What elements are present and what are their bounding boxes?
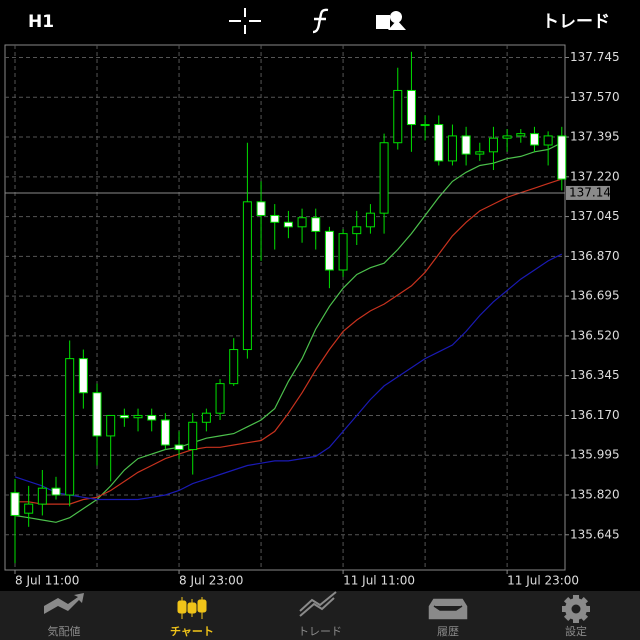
candle-body [256,201,266,216]
chart: 137.745 137.570 137.395 137.220 137.045 136.8… [5,45,620,588]
current-price-label: 137.149 [569,185,619,199]
candle-body [557,135,567,180]
x-tick-label: 8 Jul 11:00 [15,574,79,588]
candle-body [475,151,485,155]
tab-label: トレード [298,625,342,638]
tab-icon [562,595,590,623]
candle-body [133,414,143,419]
x-tick-label: 11 Jul 11:00 [343,574,415,588]
candle-body [447,135,457,162]
candle-body [229,349,239,385]
y-tick-label: 136.695 [570,289,620,303]
tab-item[interactable]: トレード [298,591,342,638]
y-tick-label: 137.395 [570,130,620,144]
candle-body [324,230,334,271]
current-price-tag [566,185,610,200]
y-tick-label: 135.645 [570,527,620,541]
tab-icon [299,591,337,617]
candle-body [543,135,553,146]
y-tick-label: 137.220 [570,169,620,183]
moving-average-line [15,178,562,505]
y-tick-label: 136.870 [570,249,620,263]
candle-body [37,487,47,505]
moving-average-line [14,253,563,501]
y-tick-label: 136.520 [570,328,620,342]
tab-label: 気配値 [48,624,81,638]
candle-body [338,233,348,271]
candle-body [65,358,75,496]
candle-body [516,133,526,137]
candle-body [283,221,293,228]
objects-icon[interactable] [376,11,406,30]
candle-body [106,414,116,437]
tab-label: 設定 [565,624,587,638]
tab-item[interactable]: 設定 [562,595,590,638]
candle-body [365,212,375,228]
candle-body [174,444,184,451]
candle-body [92,392,102,437]
candle-body [78,358,88,394]
y-tick-label: 135.820 [570,488,620,502]
candle-body [201,412,211,423]
candle-body [10,492,20,516]
candle-body [51,487,61,496]
candle-body [434,124,444,162]
candle-body [420,124,430,127]
candle-body [406,89,416,126]
y-tick-label: 137.570 [570,90,620,104]
crosshair-icon[interactable] [229,8,261,34]
trade-button[interactable]: トレード [542,12,610,32]
y-tick-label: 137.745 [570,50,620,64]
plot-frame [4,44,566,571]
tab-label: 履歴 [437,625,459,638]
tab-label: チャート [170,625,214,638]
x-tick-label: 11 Jul 23:00 [507,574,579,588]
candle-body [119,414,129,419]
y-tick-label: 137.045 [570,209,620,223]
tab-item[interactable]: 履歴 [427,597,469,638]
tab-item[interactable]: 気配値 [44,593,84,638]
candle-body [270,214,280,223]
candle-body [242,201,252,351]
candle-body [188,421,198,451]
timeframe-button[interactable]: H1 [28,12,54,32]
candle-body [311,217,321,232]
tab-icon [177,597,207,619]
tab-icon [427,597,469,621]
y-tick-label: 135.995 [570,448,620,462]
candle-body [379,142,389,214]
tab-icon [44,593,84,614]
candle-body [502,135,512,139]
candle-body [297,217,307,228]
candle-body [160,419,170,446]
candle-body [24,503,34,514]
candle-body [147,414,157,421]
tab-item[interactable]: チャート [170,597,214,638]
candle-body [461,135,471,155]
indicator-icon[interactable] [312,8,329,34]
candle-body [529,133,539,146]
candle-body [215,383,225,414]
x-tick-label: 8 Jul 23:00 [179,574,243,588]
y-tick-label: 136.170 [570,408,620,422]
y-tick-label: 136.345 [570,368,620,382]
candle-body [488,137,498,153]
moving-average-line [14,142,563,523]
tab-bar [0,591,640,640]
candle-body [393,89,403,144]
candle-body [352,226,362,235]
